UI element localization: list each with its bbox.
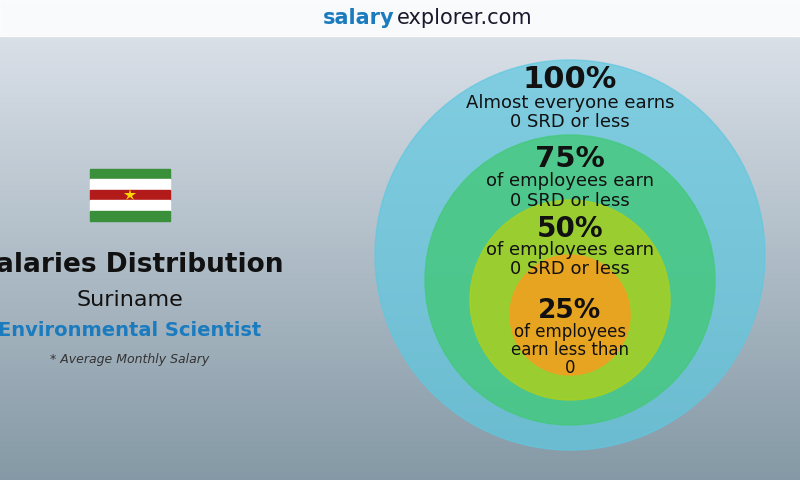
Circle shape — [375, 60, 765, 450]
Text: 0 SRD or less: 0 SRD or less — [510, 261, 630, 278]
Text: of employees: of employees — [514, 323, 626, 341]
Bar — [90, 169, 170, 180]
Text: 100%: 100% — [523, 65, 617, 94]
Text: 0 SRD or less: 0 SRD or less — [510, 192, 630, 210]
Bar — [90, 190, 170, 200]
Text: explorer.com: explorer.com — [397, 8, 533, 28]
Bar — [90, 180, 170, 190]
Text: 25%: 25% — [538, 298, 602, 324]
Circle shape — [510, 255, 630, 375]
Text: salary: salary — [323, 8, 395, 28]
Text: Almost everyone earns: Almost everyone earns — [466, 94, 674, 112]
Text: * Average Monthly Salary: * Average Monthly Salary — [50, 353, 210, 367]
Bar — [90, 200, 170, 211]
Text: of employees earn: of employees earn — [486, 172, 654, 190]
Text: of employees earn: of employees earn — [486, 241, 654, 259]
Text: 0 SRD or less: 0 SRD or less — [510, 113, 630, 131]
Bar — [90, 211, 170, 221]
Text: 50%: 50% — [537, 215, 603, 243]
Bar — [0, 0, 800, 36]
Text: Suriname: Suriname — [77, 290, 183, 310]
Text: Salaries Distribution: Salaries Distribution — [0, 252, 283, 278]
Text: earn less than: earn less than — [511, 341, 629, 359]
Circle shape — [470, 200, 670, 400]
Text: Environmental Scientist: Environmental Scientist — [0, 321, 262, 339]
Text: 0: 0 — [565, 359, 575, 377]
Text: 75%: 75% — [535, 145, 605, 173]
Circle shape — [425, 135, 715, 425]
